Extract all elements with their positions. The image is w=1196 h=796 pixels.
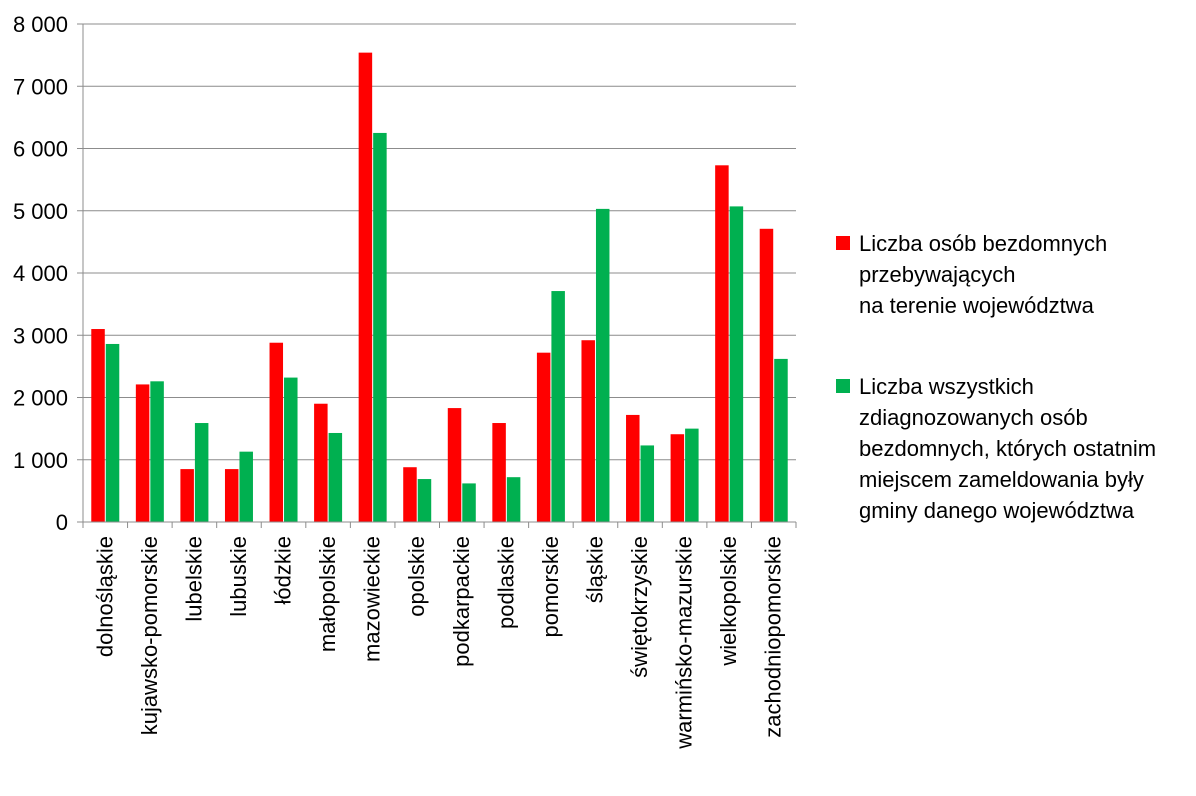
- y-tick-label: 0: [56, 510, 68, 535]
- bar-series-1: [403, 467, 417, 522]
- bar-series-1: [715, 165, 729, 522]
- x-tick-label: śląskie: [582, 536, 607, 603]
- x-tick-label: opolskie: [404, 536, 429, 617]
- bar-series-1: [314, 403, 328, 522]
- bar-series-2: [462, 483, 476, 522]
- bar-series-2: [640, 445, 655, 522]
- bar-series-2: [551, 291, 565, 522]
- x-tick-label: pomorskie: [538, 536, 563, 637]
- bar-series-1: [180, 469, 194, 522]
- legend-item-series-2: Liczba wszystkich zdiagnozowanych osób b…: [836, 371, 1186, 526]
- x-tick-label: małopolskie: [315, 536, 340, 652]
- x-tick-label: wielkopolskie: [716, 536, 741, 667]
- bar-series-1: [224, 469, 239, 522]
- y-tick-label: 1 000: [13, 448, 68, 473]
- bar-chart: 0 1 000 2 000 3 000 4 000 5 000 6 000 7 000 8 00…: [13, 12, 797, 750]
- axes: [77, 23, 797, 528]
- y-tick-label: 2 000: [13, 386, 68, 411]
- bar-series-2: [417, 479, 432, 522]
- bar-series-1: [759, 228, 774, 523]
- bar-series-1: [269, 342, 284, 522]
- bar-series-2: [328, 432, 343, 522]
- legend: Liczba osób bezdomnych przebywających na…: [836, 228, 1186, 576]
- bar-series-2: [595, 208, 610, 522]
- bar-series-1: [581, 340, 595, 522]
- bar-series-1: [492, 423, 506, 522]
- bar-series-1: [536, 352, 551, 522]
- gridlines: [83, 23, 796, 461]
- x-tick-label: świętokrzyskie: [627, 536, 652, 678]
- x-tick-label: dolnośląskie: [92, 536, 117, 657]
- bar-series-1: [626, 414, 640, 522]
- x-tick-label: lubelskie: [181, 536, 206, 622]
- bar-series-2: [194, 423, 209, 522]
- y-tick-label: 8 000: [13, 12, 68, 37]
- bar-series-2: [150, 381, 164, 522]
- bar-series-2: [685, 428, 699, 522]
- x-tick-label: podkarpackie: [449, 536, 474, 667]
- legend-label-series-2: Liczba wszystkich zdiagnozowanych osób b…: [859, 374, 1157, 523]
- x-tick-label: warmińsko-mazurskie: [672, 536, 697, 750]
- y-tick-label: 5 000: [13, 199, 68, 224]
- bar-series-2: [373, 132, 387, 522]
- x-tick-label: łódzkie: [271, 536, 296, 604]
- y-tick-label: 4 000: [13, 261, 68, 286]
- bar-series-1: [135, 384, 150, 522]
- x-tick-label: mazowieckie: [360, 536, 385, 662]
- x-tick-label: zachodniopomorskie: [761, 536, 786, 738]
- bar-series-1: [358, 52, 373, 522]
- legend-swatch-green: [836, 379, 850, 393]
- bars: [91, 52, 788, 523]
- y-tick-label: 6 000: [13, 137, 68, 162]
- x-tick-label: podlaskie: [493, 536, 518, 629]
- bar-series-1: [91, 329, 105, 522]
- bar-series-2: [239, 451, 253, 522]
- bar-series-2: [506, 477, 521, 522]
- bar-series-1: [670, 434, 685, 522]
- bar-series-2: [729, 206, 744, 522]
- bar-series-2: [284, 377, 298, 522]
- y-axis-tick-labels: 0 1 000 2 000 3 000 4 000 5 000 6 000 7 000 8 00…: [13, 12, 68, 535]
- bar-series-2: [105, 343, 120, 522]
- bar-series-2: [774, 358, 788, 522]
- bar-series-1: [447, 408, 462, 522]
- y-tick-label: 7 000: [13, 74, 68, 99]
- legend-label-series-1: Liczba osób bezdomnych przebywających na…: [859, 231, 1108, 318]
- x-tick-label: kujawsko-pomorskie: [137, 536, 162, 735]
- legend-item-series-1: Liczba osób bezdomnych przebywających na…: [836, 228, 1186, 321]
- x-axis-tick-labels: dolnośląskie kujawsko-pomorskie lubelskie l…: [92, 536, 785, 750]
- legend-swatch-red: [836, 236, 850, 250]
- y-tick-label: 3 000: [13, 323, 68, 348]
- x-tick-label: lubuskie: [226, 536, 251, 617]
